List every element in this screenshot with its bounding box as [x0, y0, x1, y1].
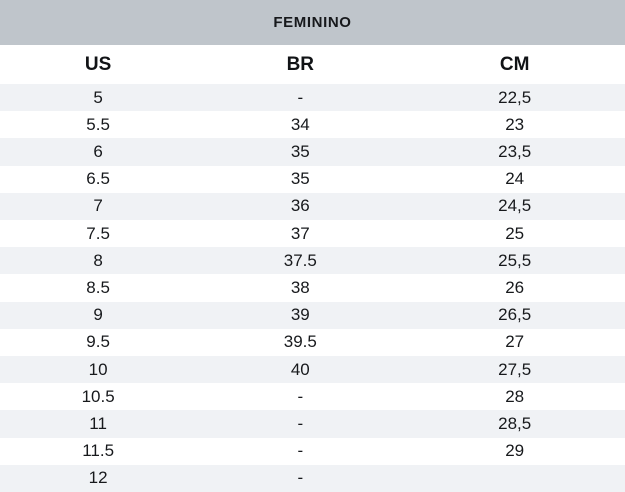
column-header-us: US	[84, 53, 112, 75]
table-cell: 38	[290, 278, 310, 298]
table-cell: 24	[505, 169, 525, 189]
table-cell: 28,5	[498, 414, 532, 434]
table-row: 10.5 - 28	[0, 383, 625, 411]
table-cell: -	[297, 386, 304, 406]
table-cell: 23,5	[498, 142, 532, 161]
table-cell: 34	[290, 114, 310, 134]
table-row: 12 -	[0, 464, 625, 492]
table-cell: 9	[93, 305, 103, 325]
table-row: 8.5 38 26	[0, 274, 625, 302]
table-rows: 5 - 22,5 5.5 34 23 6 35 23,5 6.5 35 24 7 36 24,5 7.5 37 2…	[0, 84, 625, 492]
table-cell: 23	[505, 114, 525, 134]
table-cell: 26	[505, 278, 525, 298]
table-cell: 26,5	[498, 305, 532, 325]
table-cell: 37.5	[283, 250, 317, 270]
table-column-header-row: US BR CM	[0, 45, 625, 84]
table-cell: 7.5	[86, 223, 110, 243]
table-cell: 25,5	[498, 250, 532, 270]
table-row: 11.5 - 29	[0, 437, 625, 465]
table-cell: 35	[290, 142, 310, 161]
table-cell: 5.5	[86, 114, 110, 134]
table-cell: 24,5	[498, 196, 532, 216]
table-cell: 10	[88, 359, 108, 379]
table-row: 5 - 22,5	[0, 84, 625, 112]
table-title-bar: FEMININO	[0, 0, 625, 45]
table-cell: 22,5	[498, 87, 532, 107]
table-cell: 27,5	[498, 359, 532, 379]
table-cell: 9.5	[86, 332, 110, 352]
table-cell: 25	[505, 223, 525, 243]
table-cell: -	[297, 468, 304, 488]
table-cell: 35	[290, 169, 310, 189]
table-cell: -	[297, 87, 304, 107]
table-cell: 6	[93, 142, 103, 161]
table-cell: 12	[88, 468, 108, 488]
table-cell: 5	[93, 87, 103, 107]
table-cell: 7	[93, 196, 103, 216]
table-cell: 36	[290, 196, 310, 216]
table-cell: 10.5	[81, 386, 115, 406]
table-row: 5.5 34 23	[0, 111, 625, 139]
table-row: 10 40 27,5	[0, 356, 625, 384]
table-cell: 29	[505, 441, 525, 461]
table-row: 9.5 39.5 27	[0, 328, 625, 357]
table-title: FEMININO	[273, 14, 352, 31]
table-cell: 39.5	[283, 332, 317, 352]
table-cell: 27	[505, 332, 525, 352]
table-cell: 28	[505, 386, 525, 406]
table-row: 8 37.5 25,5	[0, 247, 625, 275]
table-cell: -	[297, 414, 304, 434]
table-row: 7.5 37 25	[0, 220, 625, 248]
table-cell: 8.5	[86, 278, 110, 298]
table-cell: -	[297, 441, 304, 461]
table-cell: 6.5	[86, 169, 110, 189]
table-row: 6.5 35 24	[0, 165, 625, 193]
table-cell: 40	[290, 359, 310, 379]
column-header-cm: CM	[499, 53, 530, 75]
table-cell: 11	[89, 414, 107, 434]
table-cell: 8	[93, 250, 103, 270]
table-row: 6 35 23,5	[0, 138, 625, 166]
table-cell: 39	[290, 305, 310, 325]
table-row: 7 36 24,5	[0, 192, 625, 221]
table-row: 9 39 26,5	[0, 301, 625, 329]
table-cell: 37	[290, 223, 310, 243]
column-header-br: BR	[286, 53, 315, 75]
table-cell: 11.5	[82, 441, 115, 461]
table-row: 11 - 28,5	[0, 410, 625, 438]
